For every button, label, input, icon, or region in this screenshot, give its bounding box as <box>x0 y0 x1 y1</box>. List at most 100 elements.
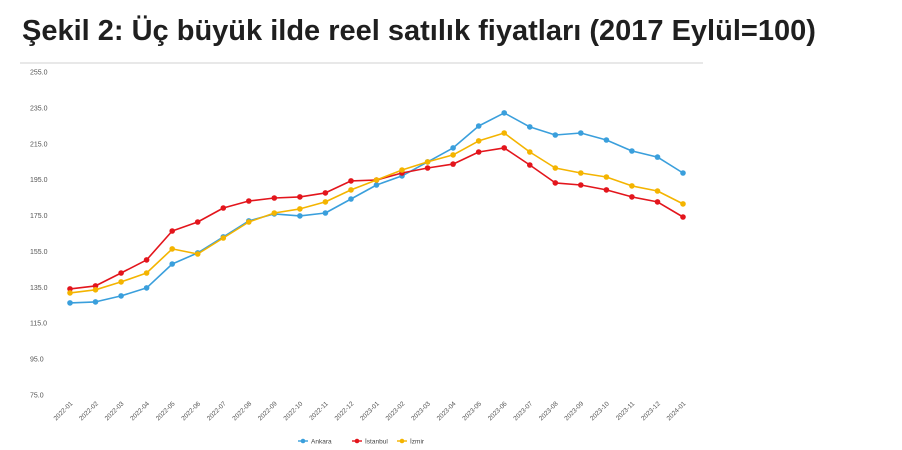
izmir-point <box>424 159 431 165</box>
x-tick-label: 2022-12 <box>334 400 356 422</box>
izmir-point <box>680 201 686 207</box>
x-tick-label: 2022-10 <box>282 400 304 422</box>
istanbul-point <box>475 149 482 155</box>
izmir-point <box>67 290 73 296</box>
y-tick-label: 175.0 <box>30 213 48 220</box>
izmir-point <box>118 279 124 285</box>
istanbul-point <box>118 270 124 276</box>
istanbul-line <box>69 147 684 290</box>
figure-title: Şekil 2: Üç büyük ilde reel satılık fiya… <box>22 15 816 47</box>
istanbul-point <box>194 219 201 225</box>
x-tick-label: 2022-07 <box>206 400 228 422</box>
istanbul-point <box>348 178 354 184</box>
ankara-point <box>143 285 150 291</box>
x-tick-label: 2023-07 <box>512 400 534 422</box>
istanbul-point <box>680 214 686 220</box>
x-tick-label: 2022-11 <box>308 400 330 422</box>
istanbul-point <box>501 145 508 151</box>
izmir-point <box>194 251 201 257</box>
x-tick-label: 2022-08 <box>231 400 253 422</box>
istanbul-point <box>450 161 456 167</box>
ankara-point <box>322 210 329 216</box>
istanbul-point <box>578 182 584 188</box>
istanbul-point <box>654 199 661 205</box>
legend-item-istanbul: İstanbul <box>352 436 388 445</box>
ankara-point <box>654 154 661 160</box>
ankara-point <box>450 145 456 151</box>
izmir-point <box>654 188 661 194</box>
x-tick-label: 2023-09 <box>563 400 585 422</box>
x-tick-label: 2023-03 <box>410 400 432 422</box>
izmir-series <box>67 130 686 296</box>
ankara-point <box>169 261 175 267</box>
legend-swatch-marker <box>300 438 306 444</box>
y-axis-tick-labels: 75.0 95.0 115.0 135.0 155.0 175.0 195.0 215.0 23… <box>30 70 48 400</box>
istanbul-point <box>527 162 533 168</box>
ankara-point <box>373 182 380 188</box>
legend-swatch-marker <box>399 438 405 444</box>
izmir-point <box>527 149 533 155</box>
izmir-point <box>92 287 99 293</box>
y-tick-label: 155.0 <box>30 249 48 256</box>
istanbul-point <box>424 165 431 171</box>
istanbul-point <box>143 257 150 263</box>
x-axis-tick-labels: 2022-01 2022-02 2022-03 2022-04 2022-05 2022-… <box>53 400 688 422</box>
istanbul-point <box>297 194 303 200</box>
ankara-point <box>552 132 559 138</box>
x-tick-label: 2024-01 <box>666 400 688 422</box>
izmir-point <box>552 165 559 171</box>
ankara-point <box>527 124 533 130</box>
izmir-point <box>475 138 482 144</box>
ankara-point <box>92 299 99 305</box>
istanbul-point <box>67 286 73 292</box>
izmir-point <box>246 219 252 225</box>
istanbul-point <box>629 194 635 200</box>
izmir-point <box>297 206 303 212</box>
x-tick-label: 2023-04 <box>436 400 458 422</box>
ankara-point <box>501 110 508 116</box>
x-tick-label: 2023-12 <box>640 400 662 422</box>
x-tick-label: 2023-11 <box>615 400 637 422</box>
y-tick-label: 95.0 <box>30 357 44 364</box>
istanbul-series <box>67 145 686 292</box>
x-tick-label: 2023-08 <box>538 400 560 422</box>
izmir-point <box>450 152 456 158</box>
x-tick-label: 2022-05 <box>155 400 177 422</box>
x-tick-label: 2023-06 <box>487 400 509 422</box>
x-tick-label: 2022-04 <box>129 400 151 422</box>
legend: Ankara İstanbul İzmir <box>298 436 425 445</box>
series-layer <box>67 110 686 306</box>
istanbul-point <box>169 228 175 234</box>
x-tick-label: 2022-03 <box>104 400 126 422</box>
legend-label: İstanbul <box>365 436 388 445</box>
y-tick-label: 235.0 <box>30 105 48 112</box>
istanbul-point <box>271 195 278 201</box>
y-tick-label: 135.0 <box>30 285 48 292</box>
y-tick-label: 75.0 <box>30 393 44 400</box>
x-tick-label: 2022-09 <box>257 400 279 422</box>
istanbul-point <box>552 180 559 186</box>
ankara-point <box>680 170 686 176</box>
ankara-point <box>475 123 482 129</box>
izmir-point <box>373 177 380 183</box>
x-tick-label: 2022-02 <box>78 400 100 422</box>
ankara-point <box>348 196 354 202</box>
istanbul-point <box>220 205 227 211</box>
izmir-point <box>169 246 175 252</box>
legend-label: İzmir <box>410 436 425 445</box>
ankara-series <box>67 110 686 306</box>
ankara-point <box>578 130 584 136</box>
izmir-point <box>348 187 354 193</box>
izmir-point <box>143 270 150 276</box>
ankara-line <box>69 112 684 304</box>
izmir-point <box>629 183 635 189</box>
x-tick-label: 2023-02 <box>385 400 407 422</box>
ankara-point <box>67 300 73 306</box>
ankara-point <box>629 148 635 154</box>
izmir-line <box>69 132 684 294</box>
x-tick-label: 2023-05 <box>461 400 483 422</box>
izmir-point <box>220 235 227 241</box>
istanbul-point <box>603 187 610 193</box>
legend-item-izmir: İzmir <box>397 436 425 445</box>
